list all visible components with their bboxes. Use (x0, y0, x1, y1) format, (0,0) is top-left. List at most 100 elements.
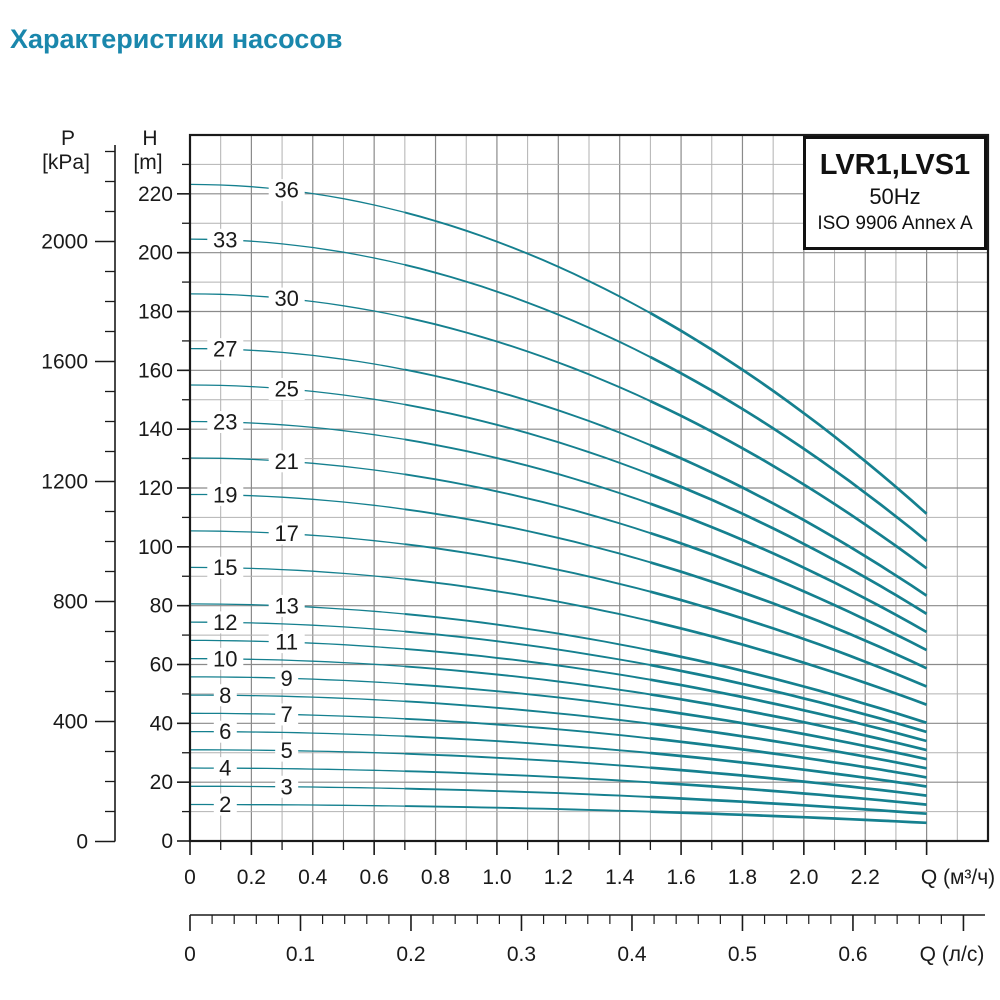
curve-label-halo (213, 793, 237, 816)
head-tick-label: 80 (150, 595, 173, 618)
curve-label-halo (275, 739, 299, 762)
pump-curve-segment (650, 766, 927, 797)
pump-curve-segment (404, 770, 651, 784)
pump-curve-segment (404, 263, 651, 358)
pump-curve-segment (404, 805, 651, 813)
flow-ls-tick-label: 0.6 (838, 943, 867, 966)
head-axis: 0 20 40 60 80 100 120 140 160 180 200 220 H[m] (133, 127, 190, 853)
curve-label-halo (268, 522, 305, 545)
pump-curve-segment (650, 707, 927, 761)
curve-label-7: 7 (281, 702, 293, 727)
curve-label-9: 9 (281, 666, 293, 691)
head-tick-label: 40 (150, 712, 173, 735)
curve-label-halo (268, 631, 305, 654)
curve-label-11: 11 (275, 630, 298, 655)
pressure-tick-label: 0 (76, 831, 88, 854)
pump-curve-segment (404, 211, 651, 314)
pump-curve-segment (404, 543, 651, 593)
pressure-axis-unit: [kPa] (42, 151, 90, 174)
curve-label-5: 5 (281, 738, 293, 763)
curve-label-halo (268, 594, 305, 617)
curve-label-halo (207, 228, 244, 251)
curve-label-halo (268, 450, 305, 473)
flow-m3h-axis: 0 0.2 0.4 0.6 0.8 1.0 1.2 1.4 1.6 1.8 2.0 2.2 Q (м³/… (184, 841, 995, 889)
pump-curve-segment (404, 438, 651, 505)
pump-curve-segment (404, 735, 651, 754)
head-tick-label: 220 (138, 183, 173, 206)
pump-curve-segment (404, 578, 651, 622)
head-axis-unit: [m] (133, 151, 162, 174)
pump-curve-segment (404, 717, 651, 740)
pressure-axis: 0 400 800 1200 1600 2000 P[kPa] (41, 127, 116, 854)
flow-m3h-tick-label: 2.0 (789, 866, 818, 889)
flow-ls-tick-label: 0 (184, 943, 196, 966)
pump-curve-segment (650, 780, 927, 806)
pressure-tick-label: 1200 (41, 471, 88, 494)
curve-label-19: 19 (213, 482, 237, 507)
curve-label-25: 25 (274, 376, 298, 401)
head-tick-label: 180 (138, 301, 173, 324)
curve-label-halo (268, 179, 305, 202)
pump-curve-segment (649, 311, 928, 515)
flow-m3h-tick-label: 0.6 (360, 866, 389, 889)
pump-curve-segment (649, 399, 928, 570)
flow-m3h-tick-label: 1.8 (728, 866, 757, 889)
pump-curve-segment (650, 737, 927, 779)
head-tick-label: 140 (138, 418, 173, 441)
pump-curve-segment (649, 502, 928, 634)
pump-curve-segment (650, 561, 928, 670)
flow-m3h-tick-label: 0 (184, 866, 196, 889)
curve-label-36: 36 (274, 178, 298, 203)
flow-ls-tick-label: 0.3 (507, 943, 536, 966)
pump-curve-segment (404, 508, 651, 564)
curve-label-27: 27 (213, 337, 237, 362)
legend-box: LVR1,LVS1 50Hz ISO 9906 Annex A (803, 136, 987, 250)
pump-curve-segment (649, 473, 928, 615)
curve-label-13: 13 (274, 593, 298, 618)
curve-label-21: 21 (274, 449, 298, 474)
flow-ls-tick-label: 0.1 (286, 943, 315, 966)
flow-m3h-axis-unit: Q (м³/ч) (921, 866, 995, 889)
curve-label-halo (207, 556, 244, 579)
flow-m3h-tick-label: 2.2 (851, 866, 880, 889)
curve-label-halo (207, 483, 244, 506)
curve-label-30: 30 (274, 286, 298, 311)
head-tick-label: 160 (138, 359, 173, 382)
pump-curve-segment (404, 647, 651, 681)
curve-label-halo (268, 287, 305, 310)
flow-ls-tick-label: 0.5 (728, 943, 757, 966)
curve-label-halo (207, 338, 244, 361)
curve-label-6: 6 (219, 719, 231, 744)
pump-curve-segment (404, 682, 651, 710)
pump-curve-segment (404, 752, 651, 769)
curve-label-halo (207, 411, 244, 434)
head-tick-label: 0 (161, 830, 173, 853)
pump-curve-segment (650, 722, 927, 770)
pump-curve-segment (650, 751, 927, 788)
legend-frequency: 50Hz (869, 184, 921, 210)
curve-label-halo (207, 611, 244, 634)
curve-label-12: 12 (213, 610, 237, 635)
pump-curve-segment (404, 630, 651, 666)
flow-ls-tick-label: 0.4 (617, 943, 647, 966)
flow-ls-axis-unit: Q (л/с) (920, 943, 985, 966)
flow-m3h-tick-label: 1.0 (482, 866, 511, 889)
flow-m3h-tick-label: 1.4 (605, 866, 635, 889)
pump-curve-segment (649, 355, 928, 543)
curve-label-halo (213, 757, 237, 780)
pressure-axis-name: P (61, 127, 75, 150)
flow-m3h-tick-label: 0.4 (298, 866, 328, 889)
pump-curve-segment (404, 316, 651, 402)
page-title: Характеристики насосов (10, 24, 343, 54)
pump-curve-segment (404, 403, 651, 476)
pump-curve-segment (649, 443, 928, 597)
flow-ls-axis: 0 0.1 0.2 0.3 0.4 0.5 0.6 Q (л/с) (184, 914, 985, 966)
flow-m3h-tick-label: 1.6 (666, 866, 695, 889)
curve-label-halo (268, 377, 305, 400)
pump-curve-segment (650, 693, 927, 752)
pump-curve-segment (650, 649, 928, 725)
pump-curve-segment (404, 613, 651, 652)
curve-label-3: 3 (281, 774, 293, 799)
curve-label-halo (213, 684, 237, 707)
